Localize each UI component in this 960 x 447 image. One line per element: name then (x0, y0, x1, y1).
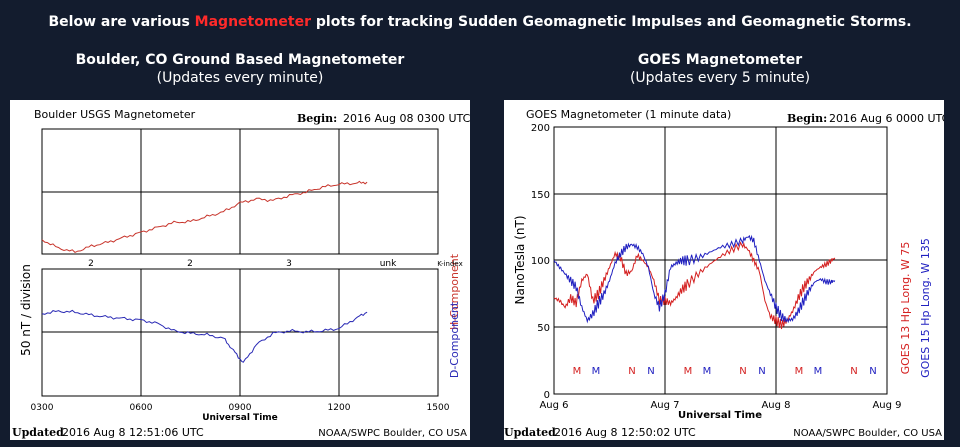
goes-heading: GOES Magnetometer (637, 52, 803, 68)
goes-marker-m: M (592, 366, 601, 377)
goes-marker-n: N (739, 366, 746, 377)
d-component-series (41, 309, 368, 363)
goes-ytick-150: 150 (531, 190, 550, 201)
boulder-subheading: (Updates every minute) (156, 70, 324, 86)
goes-marker-m: M (814, 366, 823, 377)
headline-before: Below are various (48, 14, 195, 30)
goes13-series (553, 241, 836, 330)
goes-xtick-aug8: Aug 8 (761, 400, 790, 411)
goes-plot-title: GOES Magnetometer (1 minute data) (526, 108, 731, 121)
goes-footer: NOAA/SWPC Boulder, CO USA (793, 428, 942, 439)
headline-after: plots for tracking Sudden Geomagnetic Im… (311, 14, 912, 30)
kindex-value-4: unk (380, 259, 397, 269)
goes-marker-m: M (573, 366, 582, 377)
kindex-value-3: 3 (286, 259, 292, 269)
goes-marker-n: N (850, 366, 857, 377)
goes-marker-n: N (628, 366, 635, 377)
goes-ytick-50: 50 (537, 323, 550, 334)
h-component-label: H-Component (448, 253, 461, 330)
goes-marker-n: N (758, 366, 765, 377)
headline-accent: Magnetometer (194, 14, 312, 30)
boulder-updated-value: 2016 Aug 8 12:51:06 UTC (62, 426, 204, 439)
boulder-xlabel: Universal Time (202, 413, 278, 423)
goes-marker-m: M (684, 366, 693, 377)
boulder-ylabel: 50 nT / division (19, 264, 33, 356)
goes-xtick-aug9: Aug 9 (872, 400, 901, 411)
boulder-xtick-0900: 0900 (229, 403, 252, 413)
page-headline: Below are various Magnetometer plots for… (0, 14, 960, 30)
boulder-xtick-0300: 0300 (31, 403, 54, 413)
goes15-legend: GOES 15 Hp Long. W 135 (919, 238, 932, 378)
goes-marker-n: N (647, 366, 654, 377)
kindex-value-1: 2 (88, 259, 94, 269)
boulder-plot-title: Boulder USGS Magnetometer (34, 108, 196, 121)
kindex-value-2: 2 (187, 259, 193, 269)
boulder-magnetometer-plot[interactable]: Boulder USGS Magnetometer Begin: 2016 Au… (10, 100, 470, 440)
boulder-xtick-1200: 1200 (328, 403, 351, 413)
goes-updated-value: 2016 Aug 8 12:50:02 UTC (554, 426, 696, 439)
goes-marker-n: N (869, 366, 876, 377)
goes-updated-label: Updated (504, 426, 556, 439)
boulder-begin-value: 2016 Aug 08 0300 UTC (343, 112, 470, 125)
goes-xlabel: Universal Time (678, 410, 762, 421)
goes-ylabel: NanoTesla (nT) (513, 215, 527, 304)
goes-begin-value: 2016 Aug 6 0000 UTC (829, 112, 944, 125)
boulder-xtick-0600: 0600 (130, 403, 153, 413)
goes-ytick-0: 0 (544, 390, 550, 401)
goes-begin-label: Begin: (787, 112, 827, 125)
boulder-plot-svg: Boulder USGS Magnetometer Begin: 2016 Au… (12, 108, 470, 439)
goes-magnetometer-plot[interactable]: GOES Magnetometer (1 minute data) Begin:… (504, 100, 944, 440)
goes-marker-m: M (703, 366, 712, 377)
goes15-series (553, 234, 836, 324)
goes-subheading: (Updates every 5 minute) (629, 70, 811, 86)
d-component-label: D-Component (448, 301, 461, 378)
goes-ytick-200: 200 (531, 123, 550, 134)
kindex-label: K-index (437, 260, 463, 268)
boulder-begin-label: Begin: (297, 112, 337, 125)
goes-plot-svg: GOES Magnetometer (1 minute data) Begin:… (504, 108, 944, 439)
boulder-heading: Boulder, CO Ground Based Magnetometer (75, 52, 405, 68)
boulder-updated-label: Updated (12, 426, 64, 439)
boulder-footer: NOAA/SWPC Boulder, CO USA (318, 428, 467, 439)
goes13-legend: GOES 13 Hp Long. W 75 (899, 242, 912, 375)
goes-xtick-aug7: Aug 7 (650, 400, 679, 411)
boulder-xtick-1500: 1500 (427, 403, 450, 413)
goes-ytick-100: 100 (531, 256, 550, 267)
h-component-series (41, 180, 368, 253)
goes-xtick-aug6: Aug 6 (539, 400, 568, 411)
goes-marker-m: M (795, 366, 804, 377)
